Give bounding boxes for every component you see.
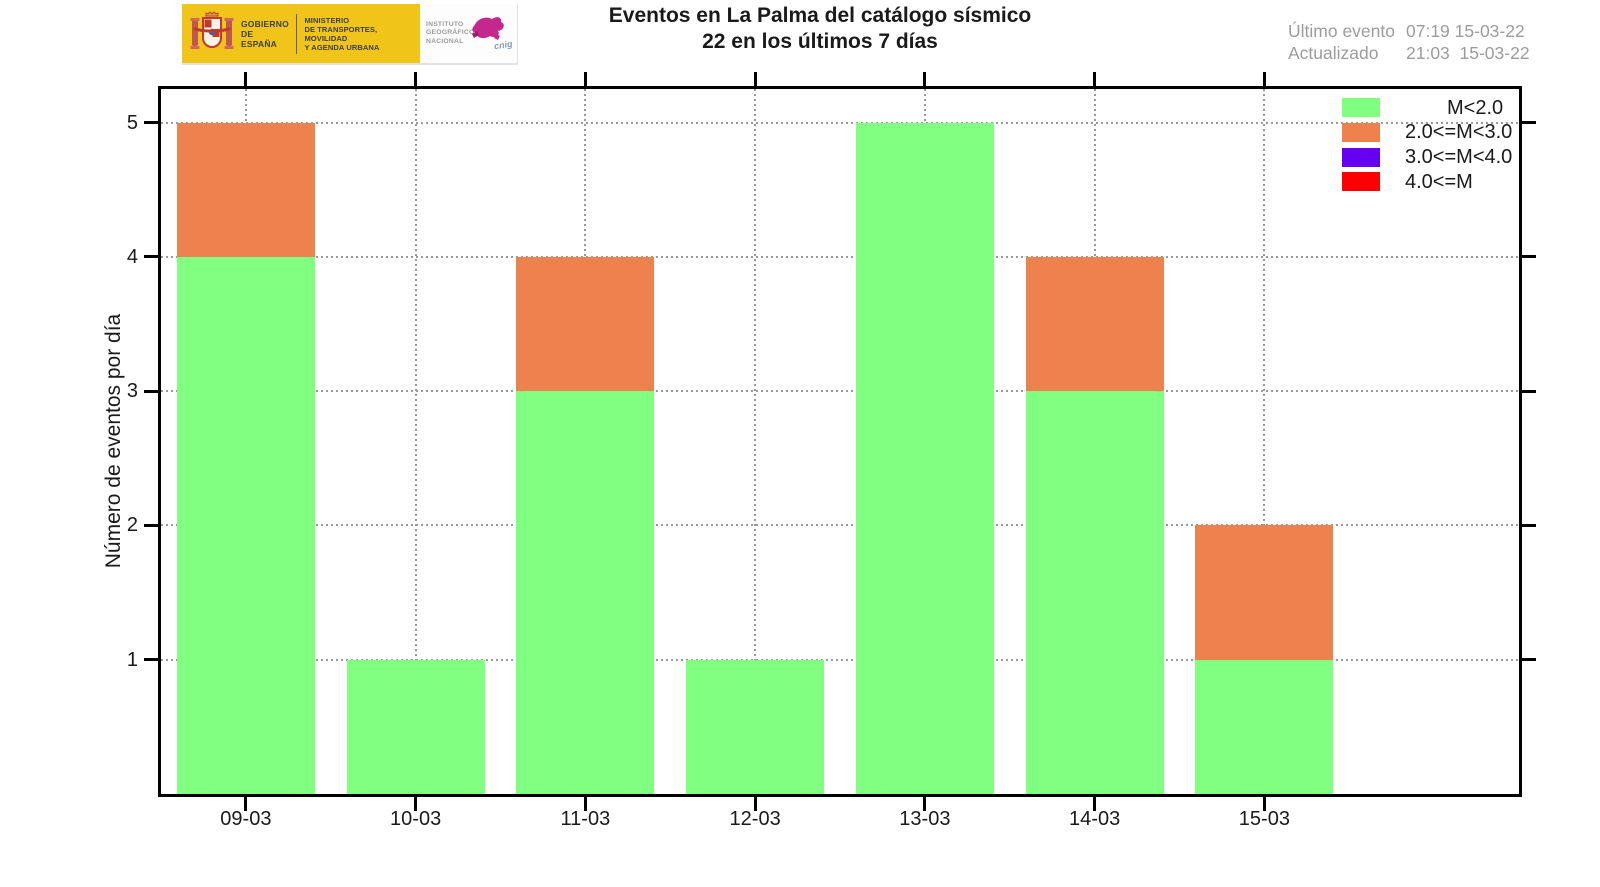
gov-line2: DE ESPAÑA <box>241 28 277 49</box>
legend-label-M<2.0: M<2.0 <box>1447 96 1504 119</box>
y-tick-left-5 <box>144 121 158 125</box>
gridline-h-3 <box>161 390 1519 393</box>
x-tick-top-10-03 <box>414 72 418 86</box>
bar-13-03-M<2.0 <box>855 122 994 794</box>
title-line2: 22 en los últimos 7 días <box>702 30 938 53</box>
legend-label-2.0<=M<3.0: 2.0<=M<3.0 <box>1405 121 1513 144</box>
title-line1: Eventos en La Palma del catálogo sísmico <box>608 4 1032 27</box>
ministry-line2: DE TRANSPORTES, MOVILIDAD <box>304 24 378 43</box>
ign-brush-mark-icon <box>468 12 508 49</box>
updated-value: 21:03 15-03-22 <box>1406 43 1530 63</box>
legend-swatch-3.0<=M<4.0 <box>1342 147 1380 167</box>
y-tick-right-5 <box>1522 121 1536 125</box>
spain-coat-of-arms-icon <box>189 6 235 61</box>
bar-15-03-2.0<=M<3.0 <box>1195 525 1334 660</box>
ministry-line3: Y AGENDA URBANA <box>304 42 380 52</box>
institute-line3: NACIONAL <box>426 37 464 45</box>
x-tick-label-09-03: 09-03 <box>220 808 272 830</box>
gov-line1: GOBIERNO <box>241 18 289 29</box>
gridline-h-5 <box>161 121 1519 124</box>
ministry-text: MINISTERIO DE TRANSPORTES, MOVILIDAD Y A… <box>304 16 420 52</box>
x-tick-top-14-03 <box>1093 72 1097 86</box>
gridline-v-12-03 <box>754 89 757 794</box>
y-tick-left-2 <box>144 523 158 527</box>
x-tick-label-15-03: 15-03 <box>1238 808 1290 830</box>
government-logo: GOBIERNO DE ESPAÑA MINISTERIO DE TRANSPO… <box>182 4 420 63</box>
gridline-h-1 <box>161 658 1519 661</box>
x-tick-bottom-11-03 <box>583 797 587 811</box>
x-tick-bottom-12-03 <box>753 797 757 811</box>
ign-logo: INSTITUTO GEOGRÁFICO NACIONAL cnig <box>420 4 518 63</box>
bar-09-03-2.0<=M<3.0 <box>176 122 315 257</box>
x-tick-label-14-03: 14-03 <box>1069 808 1121 830</box>
bar-11-03-2.0<=M<3.0 <box>516 256 655 392</box>
x-tick-top-15-03 <box>1262 72 1266 86</box>
legend-label-3.0<=M<4.0: 3.0<=M<4.0 <box>1405 146 1513 169</box>
gridline-v-10-03 <box>414 89 417 794</box>
last-event-row: Último evento 07:19 15-03-22 <box>1288 20 1530 42</box>
government-text: GOBIERNO DE ESPAÑA <box>241 19 289 49</box>
x-tick-bottom-09-03 <box>244 797 248 811</box>
x-tick-top-13-03 <box>923 72 927 86</box>
x-tick-label-13-03: 13-03 <box>899 808 951 830</box>
x-tick-bottom-15-03 <box>1262 797 1266 811</box>
y-tick-right-4 <box>1522 255 1536 259</box>
bar-11-03-M<2.0 <box>516 391 655 794</box>
y-tick-label-3: 3 <box>126 380 138 403</box>
last-event-label: Último evento <box>1288 21 1395 41</box>
gridline-h-2 <box>161 524 1519 527</box>
logo-divider <box>296 13 298 54</box>
update-info: Último evento 07:19 15-03-22 Actualizado… <box>1288 20 1530 64</box>
y-tick-left-1 <box>144 658 158 662</box>
y-tick-right-1 <box>1522 658 1536 662</box>
bar-14-03-M<2.0 <box>1025 391 1164 794</box>
ministry-line1: MINISTERIO <box>304 15 350 25</box>
x-tick-label-12-03: 12-03 <box>729 808 781 830</box>
y-tick-right-3 <box>1522 389 1536 393</box>
gridline-v-15-03 <box>1263 89 1266 794</box>
institute-line2: GEOGRÁFICO <box>426 29 475 37</box>
cnig-logo-text: cnig <box>493 38 514 52</box>
logo-banner: GOBIERNO DE ESPAÑA MINISTERIO DE TRANSPO… <box>182 4 518 65</box>
bar-09-03-M<2.0 <box>176 256 315 794</box>
bar-10-03-M<2.0 <box>346 659 485 794</box>
institute-line1: INSTITUTO <box>426 20 464 28</box>
x-tick-bottom-13-03 <box>923 797 927 811</box>
legend-swatch-M<2.0 <box>1342 98 1380 117</box>
x-tick-top-11-03 <box>583 72 587 86</box>
legend-swatch-2.0<=M<3.0 <box>1342 122 1380 142</box>
y-tick-left-3 <box>144 389 158 393</box>
updated-label: Actualizado <box>1288 43 1379 63</box>
y-tick-label-5: 5 <box>126 111 138 134</box>
x-tick-label-10-03: 10-03 <box>390 808 442 830</box>
institute-text: INSTITUTO GEOGRÁFICO NACIONAL <box>426 21 474 47</box>
bar-15-03-M<2.0 <box>1195 659 1334 794</box>
x-tick-bottom-14-03 <box>1093 797 1097 811</box>
last-event-value: 07:19 15-03-22 <box>1406 21 1525 41</box>
plot-area: M<2.0 2.0<=M<3.0 3.0<=M<4.0 4.0<=M <box>158 86 1522 797</box>
chart-title: Eventos en La Palma del catálogo sísmico… <box>609 2 1031 55</box>
y-tick-right-2 <box>1522 523 1536 527</box>
y-tick-label-4: 4 <box>126 245 138 268</box>
bar-12-03-M<2.0 <box>686 659 825 794</box>
legend-swatch-4.0<=M <box>1342 172 1380 192</box>
bar-14-03-2.0<=M<3.0 <box>1025 256 1164 392</box>
updated-row: Actualizado 21:03 15-03-22 <box>1288 42 1530 64</box>
x-tick-bottom-10-03 <box>414 797 418 811</box>
x-tick-label-11-03: 11-03 <box>560 808 611 830</box>
x-tick-top-09-03 <box>244 72 248 86</box>
y-tick-label-2: 2 <box>126 514 138 537</box>
gridline-h-4 <box>161 255 1519 258</box>
legend-label-4.0<=M: 4.0<=M <box>1405 170 1473 193</box>
x-tick-top-12-03 <box>753 72 757 86</box>
y-tick-left-4 <box>144 255 158 259</box>
y-tick-label-1: 1 <box>126 648 138 671</box>
